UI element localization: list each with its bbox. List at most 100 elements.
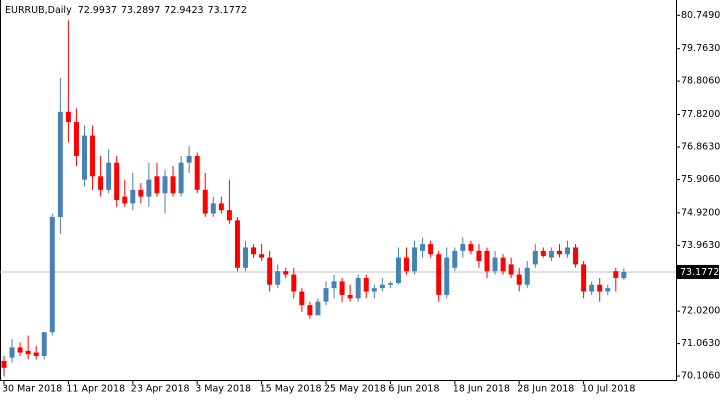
candle-body bbox=[226, 210, 232, 221]
candle-body bbox=[573, 247, 579, 265]
candle-body bbox=[556, 250, 562, 255]
y-tick-label: 76.8630 bbox=[681, 142, 720, 153]
candle-body bbox=[452, 250, 458, 268]
candle-body bbox=[178, 162, 184, 194]
candle-body bbox=[162, 176, 168, 194]
candle-body bbox=[347, 294, 353, 299]
y-tick-label: 72.0200 bbox=[681, 306, 720, 317]
candle-body bbox=[202, 189, 208, 214]
x-tick-label: 28 Jun 2018 bbox=[517, 384, 574, 395]
x-tick-label: 11 Apr 2018 bbox=[66, 384, 125, 395]
candle-body bbox=[186, 155, 192, 163]
candle-body bbox=[57, 111, 63, 217]
candle-body bbox=[508, 264, 514, 275]
candle-body bbox=[170, 176, 176, 194]
candle-body bbox=[98, 176, 104, 190]
candle-body bbox=[315, 301, 321, 316]
candle-body bbox=[428, 244, 434, 255]
candle-body bbox=[621, 271, 627, 279]
y-tick-label: 71.0630 bbox=[681, 338, 720, 349]
close-price: 73.1772 bbox=[208, 5, 247, 16]
candle-body bbox=[138, 189, 144, 197]
candle-body bbox=[516, 274, 522, 285]
candle-body bbox=[395, 257, 401, 284]
candle-body bbox=[613, 271, 619, 278]
x-tick-label: 10 Jul 2018 bbox=[582, 384, 636, 395]
candle-body bbox=[218, 203, 224, 211]
y-tick-label: 77.8200 bbox=[681, 109, 720, 120]
candle-body bbox=[404, 257, 409, 272]
candle-body bbox=[565, 247, 570, 255]
x-tick-label: 18 Jun 2018 bbox=[453, 384, 510, 395]
candle-body bbox=[9, 347, 15, 358]
candle-body bbox=[49, 216, 55, 333]
candle-body bbox=[1, 361, 7, 368]
candle-body bbox=[90, 135, 96, 177]
candle-body bbox=[500, 257, 506, 272]
candle-body bbox=[25, 350, 31, 355]
x-tick-label: 23 Apr 2018 bbox=[131, 384, 190, 395]
candle-body bbox=[251, 247, 257, 255]
chart-header: EURRUB,Daily 72.9937 73.2897 72.9423 73.1772 bbox=[5, 5, 247, 16]
x-tick-label: 6 Jun 2018 bbox=[388, 384, 439, 395]
candle-body bbox=[468, 244, 474, 251]
candle-body bbox=[275, 271, 281, 285]
candle-body bbox=[307, 305, 313, 316]
candle-body bbox=[283, 271, 289, 275]
candle-body bbox=[154, 176, 160, 194]
candle-body bbox=[605, 288, 611, 292]
candle-body bbox=[387, 283, 393, 285]
candle-body bbox=[41, 332, 47, 356]
candle-body bbox=[436, 254, 442, 295]
candle-body bbox=[412, 247, 418, 272]
y-tick-label: 79.7630 bbox=[681, 43, 720, 54]
high-price: 73.2897 bbox=[121, 5, 160, 16]
y-tick-label: 70.1060 bbox=[681, 371, 720, 382]
candle-body bbox=[210, 203, 216, 214]
candle-body bbox=[492, 257, 498, 272]
price-label-box bbox=[677, 264, 719, 279]
candle-body bbox=[476, 250, 482, 262]
x-tick-label: 15 May 2018 bbox=[260, 384, 322, 395]
candle-body bbox=[33, 352, 39, 356]
candle-body bbox=[331, 281, 337, 289]
candle-body bbox=[444, 257, 450, 295]
candle-body bbox=[299, 291, 305, 306]
candle-body bbox=[130, 189, 136, 204]
candle-body bbox=[371, 288, 377, 292]
candle-body bbox=[484, 250, 490, 272]
low-price: 72.9423 bbox=[164, 5, 203, 16]
candle-body bbox=[17, 347, 23, 353]
candle-body bbox=[379, 284, 385, 289]
candle-body bbox=[532, 250, 538, 265]
price-label: 73.1772 bbox=[680, 267, 719, 278]
candle-body bbox=[194, 155, 200, 190]
candle-body bbox=[548, 250, 554, 258]
candle-body bbox=[243, 247, 248, 268]
candle-body bbox=[420, 244, 426, 251]
candle-body bbox=[323, 288, 329, 302]
y-tick-label: 75.9060 bbox=[681, 174, 720, 185]
candle-body bbox=[581, 264, 587, 292]
candle-body bbox=[291, 274, 297, 292]
candle-body bbox=[65, 111, 71, 123]
candle-body bbox=[524, 267, 530, 285]
candle-body bbox=[589, 284, 595, 292]
candle-body bbox=[339, 281, 345, 295]
candle-body bbox=[363, 277, 369, 292]
y-tick-label: 80.7490 bbox=[681, 10, 720, 21]
candle-body bbox=[259, 254, 265, 258]
candle-body bbox=[355, 277, 361, 299]
candle-body bbox=[106, 162, 112, 190]
y-tick-label: 78.8060 bbox=[681, 76, 720, 87]
candle-body bbox=[146, 179, 152, 197]
plot-frame bbox=[0, 0, 677, 381]
candle-body bbox=[460, 244, 466, 251]
y-tick-label: 74.9200 bbox=[681, 207, 720, 218]
candle-body bbox=[114, 162, 120, 200]
candle-body bbox=[540, 250, 546, 256]
candle-body bbox=[73, 122, 79, 156]
x-tick-label: 30 Mar 2018 bbox=[2, 384, 62, 395]
